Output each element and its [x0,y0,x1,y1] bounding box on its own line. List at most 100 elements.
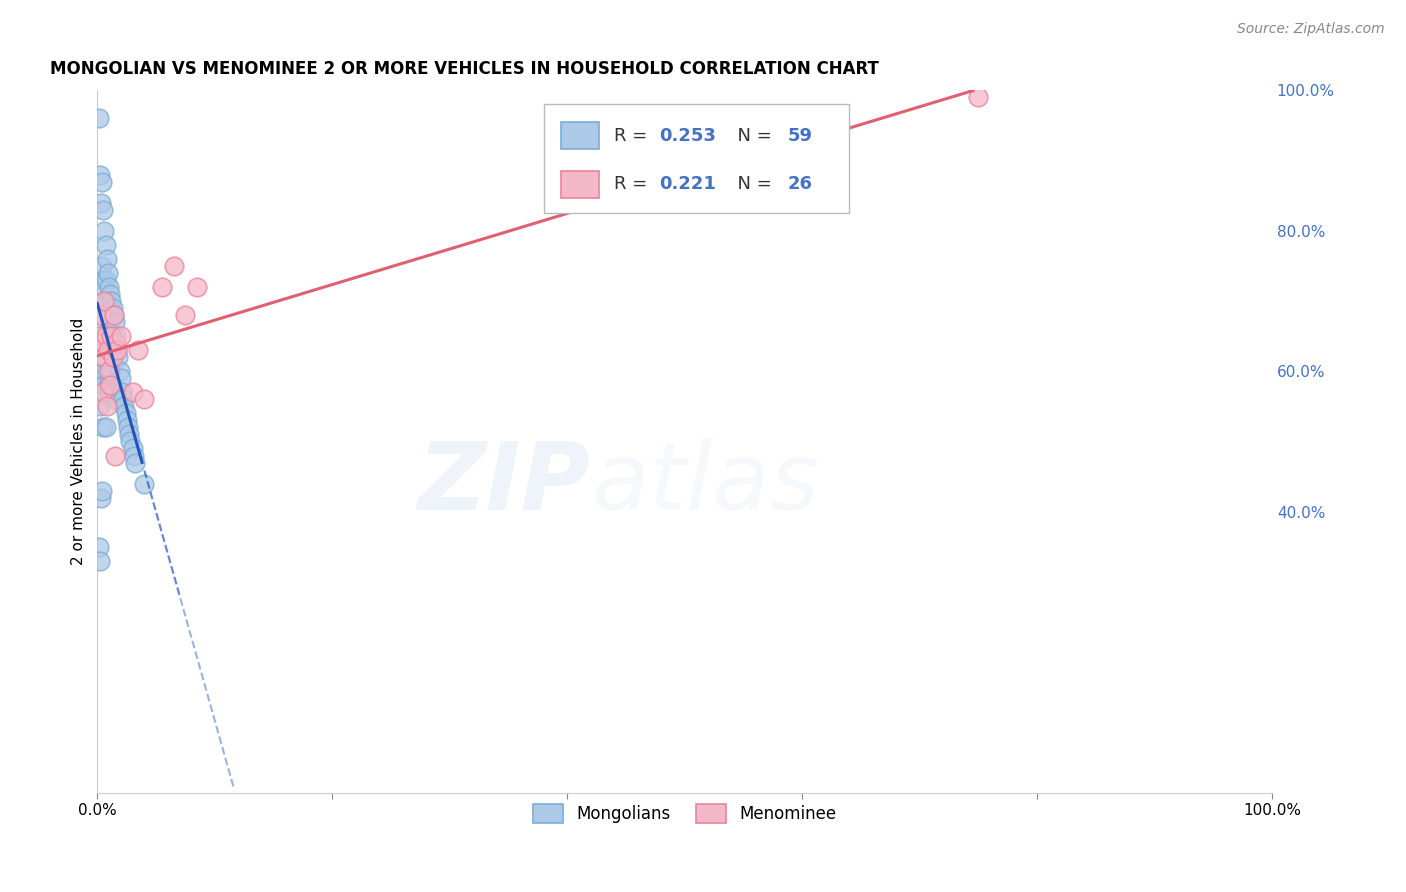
Point [91,336,114,351]
Point [94,329,117,343]
Point [91,273,114,287]
Point [108,364,131,378]
Point [91,483,114,498]
FancyBboxPatch shape [544,104,849,213]
Text: 59: 59 [787,127,813,145]
Text: 0.253: 0.253 [659,127,716,145]
Point [91,385,114,400]
Point [97,266,120,280]
Point [98,280,121,294]
Text: 0.221: 0.221 [659,175,716,194]
Text: ZIP: ZIP [418,438,591,530]
Point [122,449,145,463]
Point [104,392,127,407]
Point [107,350,129,364]
Point [103,308,125,322]
Point [96,252,118,266]
Point [90,308,112,322]
Point [117,420,139,434]
Point [98,364,121,378]
Point [89,554,111,568]
Point [150,280,173,294]
Point [94,273,117,287]
Point [89,168,111,182]
Text: 26: 26 [787,175,813,194]
Point [186,280,208,294]
Legend: Mongolians, Menominee: Mongolians, Menominee [523,794,846,833]
Y-axis label: 2 or more Vehicles in Household: 2 or more Vehicles in Household [72,318,86,566]
Point [114,406,136,420]
Point [100,293,122,308]
Point [98,287,121,301]
Point [134,476,156,491]
Text: Source: ZipAtlas.com: Source: ZipAtlas.com [1237,22,1385,37]
Point [110,329,132,343]
Point [112,392,135,407]
Point [101,301,124,315]
Point [112,400,135,414]
Point [93,293,115,308]
Point [87,540,110,554]
Point [89,329,111,343]
Point [94,420,117,434]
Point [124,456,146,470]
Point [90,350,112,364]
Point [104,449,127,463]
Point [96,400,118,414]
Point [96,364,118,378]
Point [97,343,120,358]
Point [98,322,121,336]
Point [90,195,112,210]
Point [105,343,128,358]
Point [115,413,138,427]
Text: R =: R = [614,127,654,145]
Text: N =: N = [725,175,778,194]
Text: MONGOLIAN VS MENOMINEE 2 OR MORE VEHICLES IN HOUSEHOLD CORRELATION CHART: MONGOLIAN VS MENOMINEE 2 OR MORE VEHICLE… [51,60,879,78]
Point [105,329,128,343]
Text: R =: R = [614,175,654,194]
Point [93,378,115,392]
Point [110,371,132,385]
Point [93,224,115,238]
Point [121,385,143,400]
Point [91,202,114,217]
Point [91,259,114,273]
Point [103,308,125,322]
Point [134,392,156,407]
Point [105,336,128,351]
Point [98,385,121,400]
Point [101,378,124,392]
Text: atlas: atlas [591,438,818,529]
Point [98,343,121,358]
Point [94,237,117,252]
Point [97,308,120,322]
Point [111,385,134,400]
Point [91,322,114,336]
Point [89,400,111,414]
Point [87,112,110,126]
Point [97,378,120,392]
Point [127,343,149,358]
Point [100,329,122,343]
Point [94,329,117,343]
Point [91,378,114,392]
Point [103,385,125,400]
Point [118,427,141,442]
FancyBboxPatch shape [561,171,599,197]
Point [90,491,112,505]
Point [93,280,115,294]
Point [105,343,128,358]
Point [91,420,114,434]
Point [120,434,142,449]
Point [174,308,197,322]
Text: N =: N = [725,127,778,145]
Point [100,364,122,378]
Point [101,350,124,364]
Point [121,442,143,456]
Point [163,259,186,273]
Point [104,315,127,329]
Point [96,293,118,308]
Point [91,175,114,189]
Point [93,350,115,364]
Point [98,378,121,392]
